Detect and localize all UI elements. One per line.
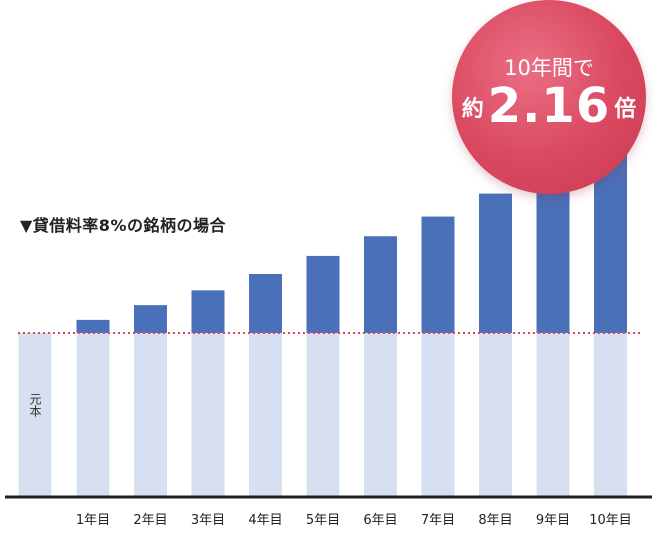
x-tick-label: 7年目: [421, 513, 455, 528]
gain-bar: [76, 319, 110, 333]
x-tick-label: 10年目: [589, 513, 632, 528]
gain-bar: [306, 255, 340, 333]
x-tick-label: 8年目: [478, 513, 512, 528]
base-bar: [479, 333, 512, 497]
base-bar: [134, 333, 167, 497]
base-bar: [76, 333, 110, 497]
base-bar: [594, 333, 627, 497]
base-bars-group: [18, 333, 627, 497]
gain-bar: [536, 169, 570, 333]
principal-label: 元本: [28, 393, 42, 418]
gain-bar: [421, 216, 455, 333]
callout-multiplier: 約2.16 倍: [452, 78, 646, 134]
base-bar: [536, 333, 570, 497]
gain-bars-group: [76, 142, 627, 333]
gain-bar: [364, 236, 397, 333]
base-bar: [191, 333, 225, 497]
chart-subtitle: ▼貸借料率8%の銘柄の場合: [20, 216, 226, 235]
base-bar: [421, 333, 455, 497]
base-bar: [249, 333, 282, 497]
gain-bar: [479, 193, 512, 333]
gain-bar: [191, 290, 225, 333]
callout-prefix: 約: [461, 97, 484, 122]
x-tick-label: 1年目: [76, 513, 110, 528]
callout-value: 2.16: [487, 78, 611, 134]
x-tick-label: 9年目: [536, 513, 570, 528]
callout-suffix: 倍: [614, 97, 637, 122]
x-tick-label: 4年目: [248, 513, 282, 528]
x-tick-label: 2年目: [133, 513, 167, 528]
base-bar: [364, 333, 397, 497]
gain-bar: [134, 305, 167, 333]
gain-bar: [249, 273, 282, 333]
x-tick-labels: 1年目 2年目 3年目 4年目 5年目 6年目 7年目 8年目 9年目 10年目: [76, 513, 632, 528]
principal-bar: [18, 333, 52, 497]
x-tick-label: 5年目: [306, 513, 340, 528]
x-tick-label: 6年目: [363, 513, 397, 528]
multiplier-callout-badge: 10年間で 約2.16 倍: [452, 0, 646, 194]
base-bar: [306, 333, 340, 497]
callout-period-text: 10年間で: [504, 56, 594, 80]
x-tick-label: 3年目: [191, 513, 225, 528]
